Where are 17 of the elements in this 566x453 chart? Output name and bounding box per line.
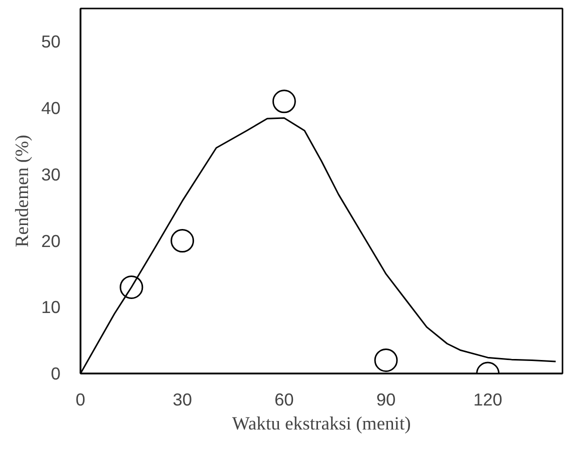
x-tick-label: 90 bbox=[376, 390, 396, 410]
x-tick-label: 60 bbox=[274, 390, 294, 410]
y-axis-title: Rendemen (%) bbox=[12, 134, 34, 248]
y-tick-label: 10 bbox=[41, 297, 61, 318]
y-tick-label: 0 bbox=[50, 364, 61, 384]
y-tick-label: 30 bbox=[41, 164, 61, 184]
x-tick-label: 0 bbox=[76, 390, 86, 410]
point bbox=[120, 276, 144, 299]
point bbox=[272, 90, 296, 114]
point bbox=[374, 348, 398, 372]
point bbox=[170, 229, 194, 252]
x-tick-label: 120 bbox=[473, 390, 502, 410]
y-tick-label: 40 bbox=[41, 98, 61, 118]
y-tick-label: 50 bbox=[41, 32, 61, 52]
y-tick-label: 20 bbox=[41, 230, 61, 251]
x-tick-label: 30 bbox=[172, 390, 192, 410]
x-axis-title: Waktu ekstraksi (menit) bbox=[232, 414, 411, 434]
